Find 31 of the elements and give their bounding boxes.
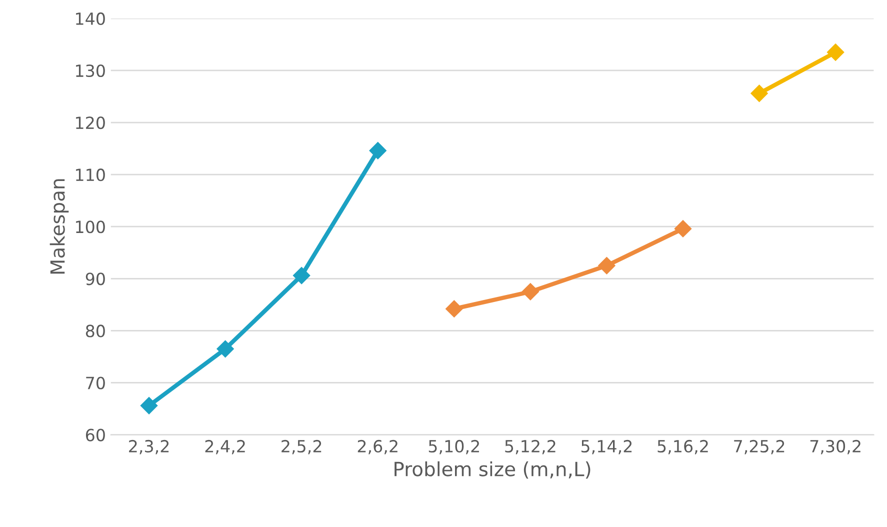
y-tick-label: 100: [76, 220, 105, 234]
x-tick-label: 2,6,2: [358, 440, 398, 454]
y-tick-label: 130: [76, 64, 105, 78]
x-axis-title: Problem size (m,n,L): [394, 461, 590, 479]
y-tick-label: 110: [76, 168, 105, 182]
point: [140, 397, 158, 414]
point: [522, 283, 539, 300]
point: [674, 220, 692, 238]
y-tick-label: 120: [76, 116, 105, 130]
x-tick-label: 5,16,2: [658, 440, 708, 454]
x-tick-label: 7,30,2: [810, 440, 860, 454]
x-tick-label: 5,10,2: [428, 440, 479, 454]
y-tick-label: 140: [76, 12, 105, 26]
point: [598, 257, 616, 274]
point: [369, 142, 386, 160]
point: [216, 340, 234, 358]
point: [750, 84, 768, 102]
x-tick-label: 2,5,2: [282, 440, 322, 454]
x-tick-label: 7,25,2: [734, 440, 784, 454]
point: [827, 44, 844, 61]
x-tick-label: 2,4,2: [205, 440, 245, 454]
point: [293, 266, 310, 284]
y-tick-label: 90: [86, 272, 105, 286]
x-tick-label: 5,14,2: [581, 440, 632, 454]
x-tick-label: 2,3,2: [129, 440, 169, 454]
y-axis-title: Makespan: [50, 179, 69, 274]
y-tick-label: 70: [86, 376, 105, 390]
y-tick-label: 80: [86, 324, 105, 338]
x-tick-label: 5,12,2: [505, 440, 556, 454]
y-tick-label: 60: [86, 428, 105, 442]
point: [446, 300, 463, 318]
